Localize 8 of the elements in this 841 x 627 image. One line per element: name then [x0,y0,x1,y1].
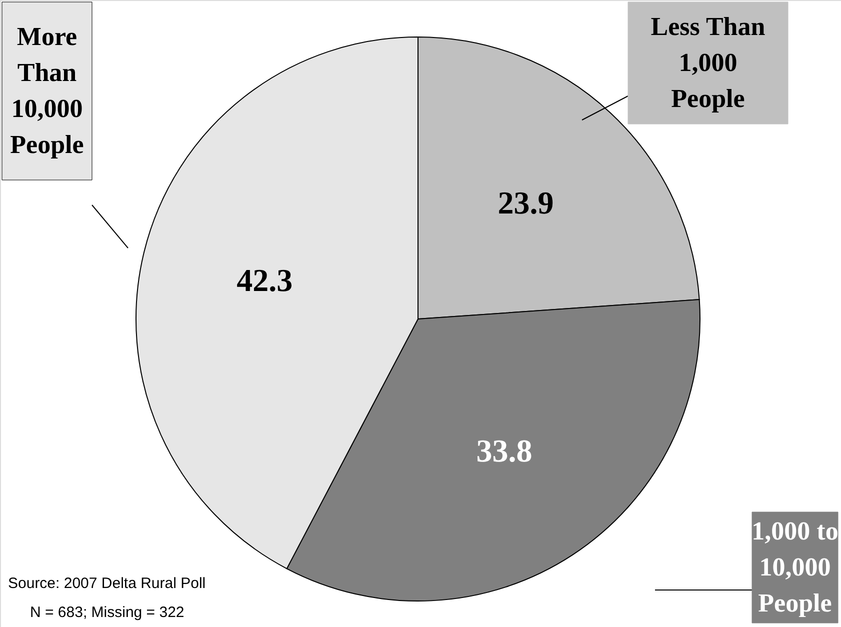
slice-label: 1,000 to 10,000 People [752,516,838,618]
data-label: 23.9 [498,184,554,221]
slice-label: More Than 10,000 People [10,22,84,159]
text: N = 683; Missing = 322 [30,604,184,621]
source-note: Source: 2007 Delta Rural Poll [8,575,206,592]
data-label: 42.3 [236,262,293,298]
slice-label: Less Than 1,000 People [650,12,766,113]
data-label: 33.8 [476,432,532,468]
